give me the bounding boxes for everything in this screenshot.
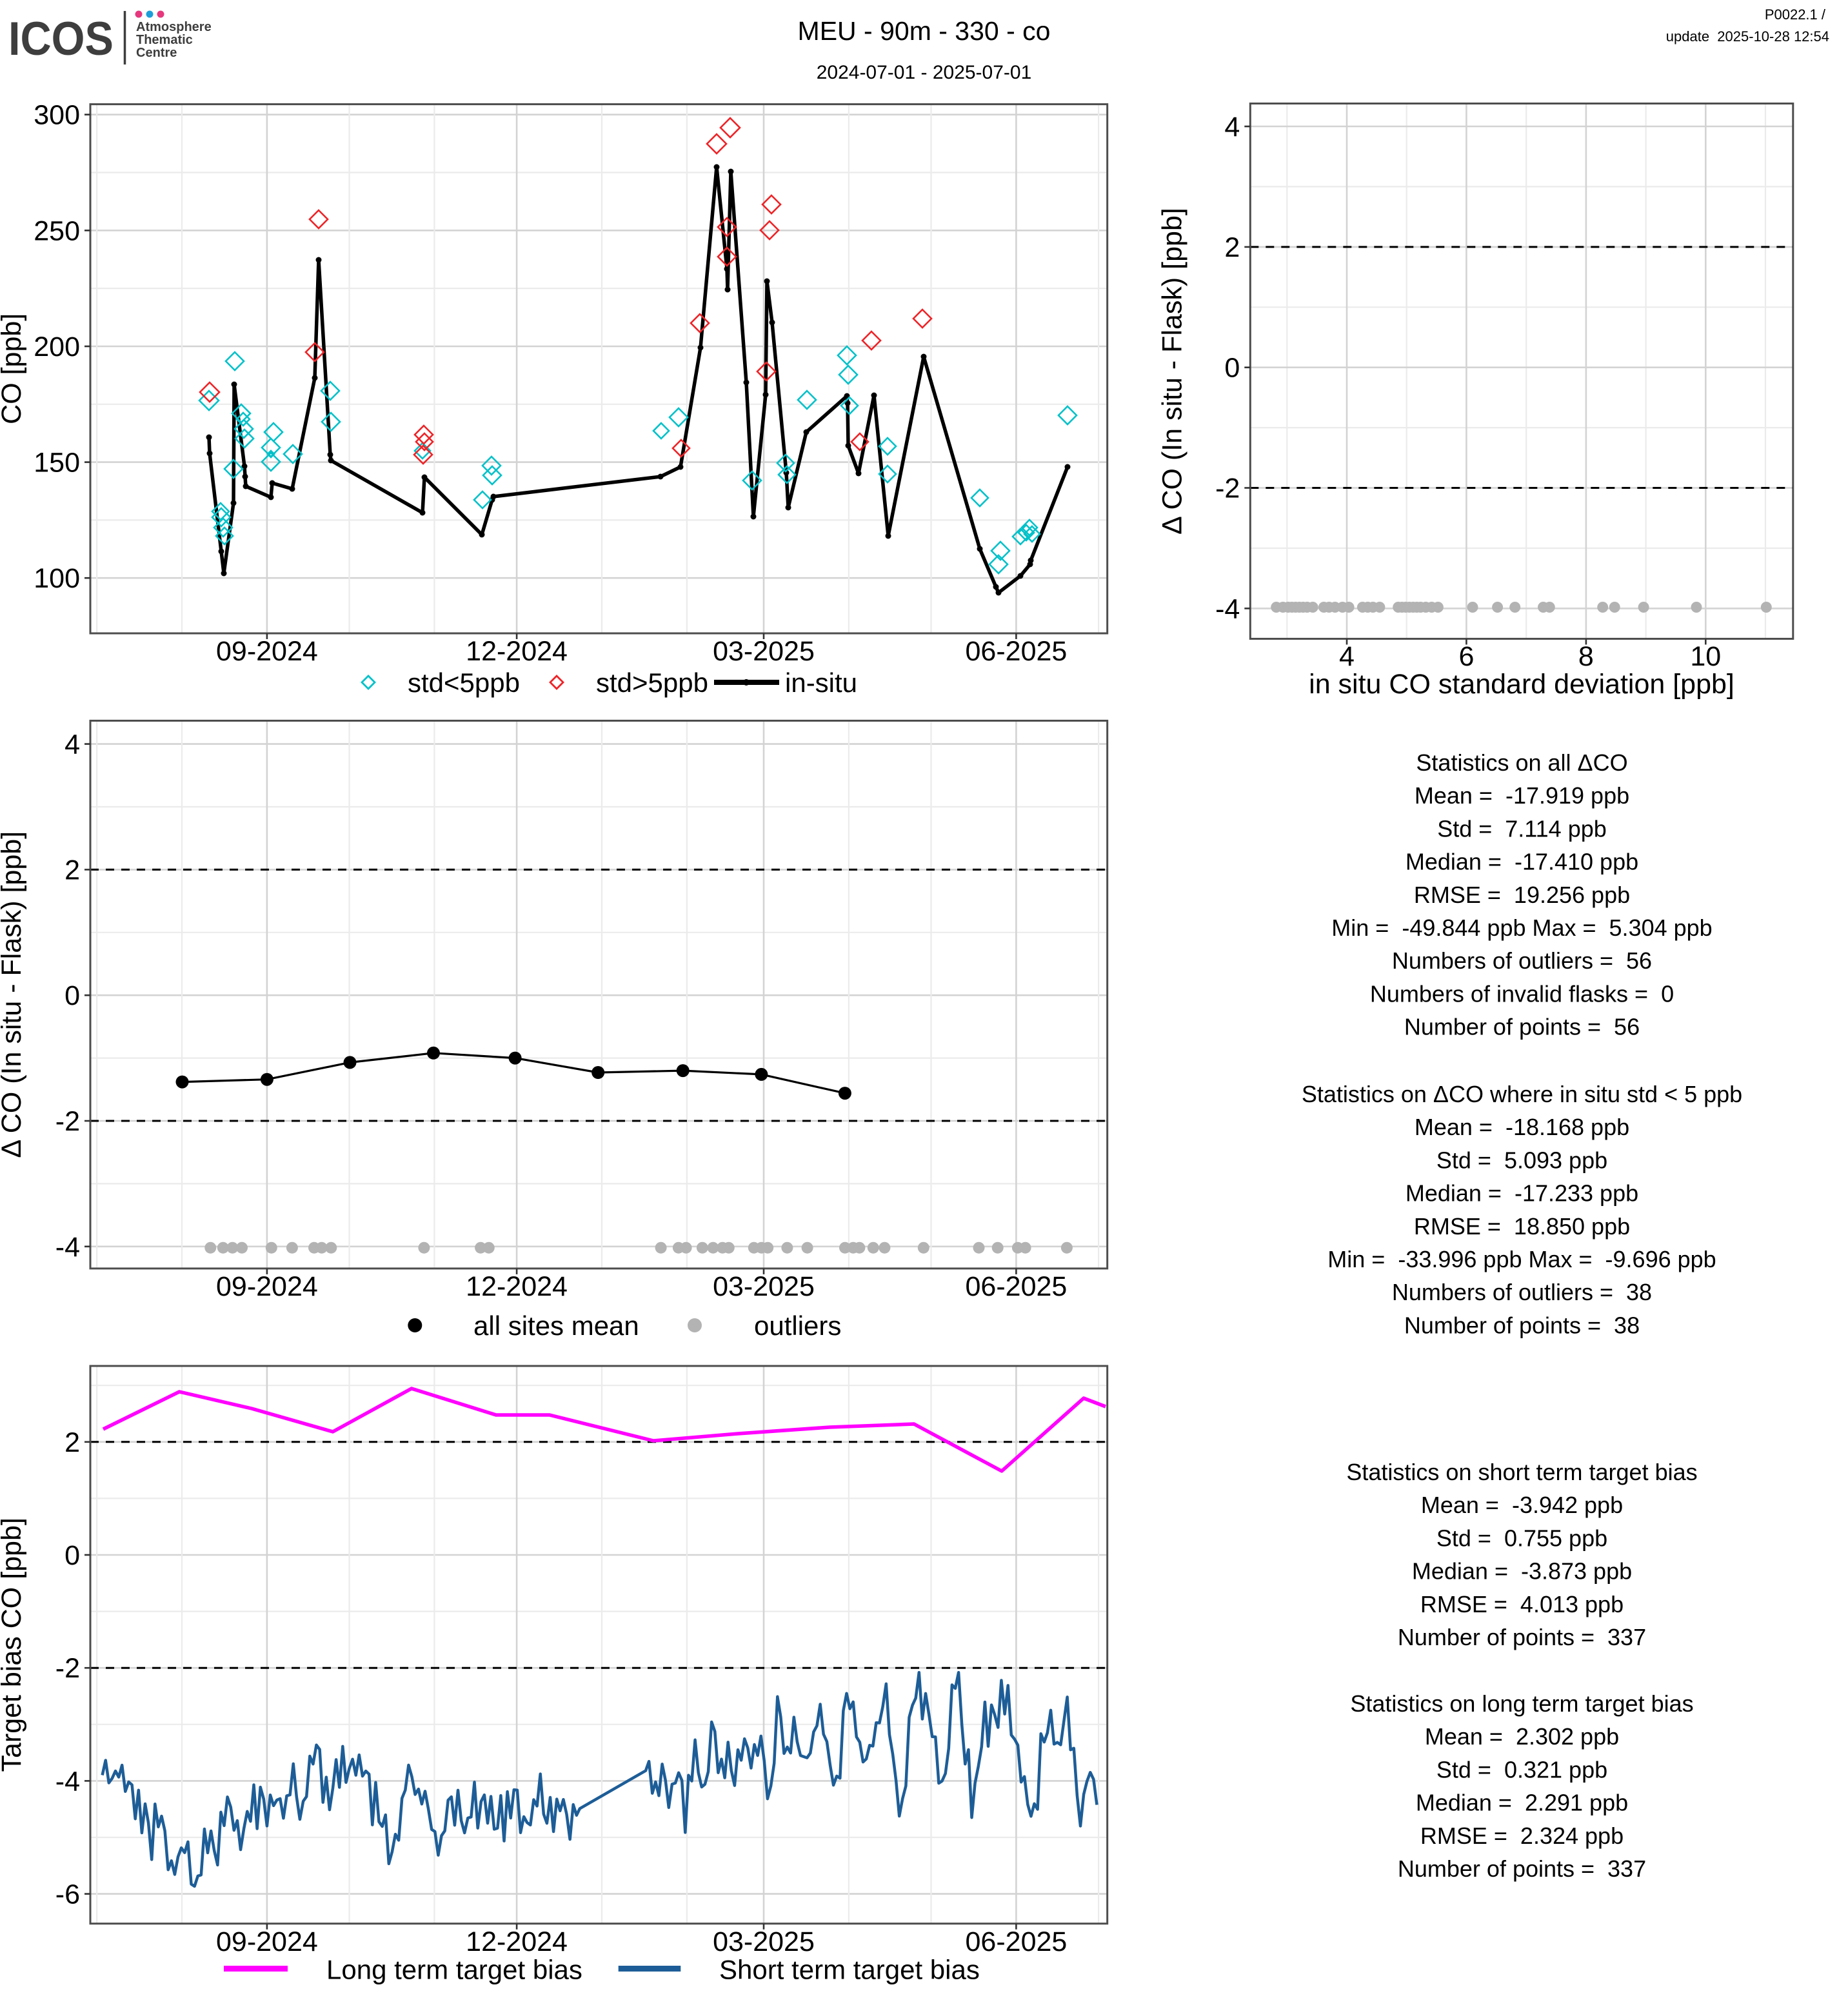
svg-text:200: 200	[34, 331, 80, 362]
svg-text:RMSE = 19.256 ppb: RMSE = 19.256 ppb	[1414, 882, 1630, 908]
svg-text:std>5ppb: std>5ppb	[596, 667, 708, 698]
svg-text:Δ CO (In situ - Flask) [ppb]: Δ CO (In situ - Flask) [ppb]	[0, 831, 27, 1158]
svg-text:Std = 0.321 ppb: Std = 0.321 ppb	[1436, 1756, 1607, 1783]
svg-text:Centre: Centre	[136, 46, 177, 60]
svg-text:RMSE = 4.013 ppb: RMSE = 4.013 ppb	[1420, 1591, 1624, 1617]
svg-text:CO [ppb]: CO [ppb]	[0, 313, 27, 424]
svg-text:-6: -6	[55, 1879, 80, 1910]
svg-text:09-2024: 09-2024	[216, 636, 318, 667]
svg-text:03-2025: 03-2025	[713, 636, 815, 667]
svg-text:in situ CO standard deviation: in situ CO standard deviation [ppb]	[1309, 669, 1734, 700]
svg-text:P0022.1 /: P0022.1 /	[1765, 6, 1826, 23]
svg-text:MEU - 90m - 330 - co: MEU - 90m - 330 - co	[798, 16, 1051, 46]
svg-text:-4: -4	[1215, 593, 1240, 624]
svg-text:outliers: outliers	[754, 1310, 841, 1341]
svg-text:2024-07-01 - 2025-07-01: 2024-07-01 - 2025-07-01	[817, 62, 1032, 83]
svg-text:4: 4	[1339, 641, 1355, 672]
svg-text:06-2025: 06-2025	[966, 1926, 1068, 1957]
svg-text:Mean = -17.919 ppb: Mean = -17.919 ppb	[1415, 782, 1629, 809]
svg-text:Number of points = 38: Number of points = 38	[1404, 1312, 1640, 1338]
svg-text:03-2025: 03-2025	[713, 1926, 815, 1957]
svg-text:Median = -3.873 ppb: Median = -3.873 ppb	[1412, 1558, 1632, 1585]
svg-text:Number of points = 337: Number of points = 337	[1398, 1855, 1646, 1882]
svg-text:Mean = 2.302 ppb: Mean = 2.302 ppb	[1425, 1723, 1619, 1750]
svg-text:ICOS: ICOS	[8, 13, 114, 65]
svg-text:0: 0	[1224, 353, 1240, 384]
svg-text:100: 100	[34, 563, 80, 594]
svg-text:06-2025: 06-2025	[966, 1271, 1068, 1302]
svg-text:Long term target bias: Long term target bias	[326, 1955, 582, 1985]
svg-text:Median = -17.410 ppb: Median = -17.410 ppb	[1406, 849, 1638, 875]
svg-text:Short term target bias: Short term target bias	[719, 1955, 980, 1985]
svg-text:Numbers of outliers = 56: Numbers of outliers = 56	[1392, 947, 1652, 974]
svg-text:-2: -2	[55, 1653, 80, 1684]
svg-text:2: 2	[1224, 232, 1240, 263]
svg-text:Std = 5.093 ppb: Std = 5.093 ppb	[1436, 1147, 1607, 1173]
svg-text:0: 0	[65, 1540, 80, 1571]
svg-text:Min = -49.844 ppb Max = 5.30: Min = -49.844 ppb Max = 5.304 ppb	[1331, 915, 1712, 941]
svg-text:RMSE = 18.850 ppb: RMSE = 18.850 ppb	[1414, 1213, 1630, 1240]
svg-text:Target bias CO [ppb]: Target bias CO [ppb]	[0, 1518, 27, 1772]
svg-text:Atmosphere: Atmosphere	[136, 20, 212, 34]
svg-text:Std = 0.755 ppb: Std = 0.755 ppb	[1436, 1525, 1607, 1551]
svg-text:Min = -33.996 ppb Max = -9.6: Min = -33.996 ppb Max = -9.696 ppb	[1327, 1246, 1716, 1272]
svg-text:Δ CO (In situ - Flask) [ppb]: Δ CO (In situ - Flask) [ppb]	[1157, 208, 1188, 535]
svg-text:Statistics on long term target: Statistics on long term target bias	[1350, 1690, 1693, 1717]
svg-text:12-2024: 12-2024	[466, 1271, 568, 1302]
svg-text:Mean = -18.168 ppb: Mean = -18.168 ppb	[1415, 1114, 1629, 1140]
svg-text:Thematic: Thematic	[136, 33, 193, 47]
svg-text:Std = 7.114 ppb: Std = 7.114 ppb	[1437, 815, 1607, 842]
svg-text:06-2025: 06-2025	[966, 636, 1068, 667]
svg-text:-4: -4	[55, 1232, 80, 1263]
svg-text:-2: -2	[1215, 473, 1240, 504]
svg-text:Number of points = 56: Number of points = 56	[1404, 1014, 1640, 1040]
svg-text:12-2024: 12-2024	[466, 1926, 568, 1957]
svg-text:4: 4	[1224, 112, 1240, 143]
svg-text:Numbers of outliers = 38: Numbers of outliers = 38	[1392, 1279, 1652, 1305]
svg-text:8: 8	[1578, 641, 1594, 672]
svg-text:Numbers of invalid flasks = 0: Numbers of invalid flasks = 0	[1370, 980, 1674, 1007]
svg-text:2: 2	[65, 1427, 80, 1458]
svg-text:Number of points = 337: Number of points = 337	[1398, 1624, 1646, 1650]
svg-text:Statistics on all ΔCO: Statistics on all ΔCO	[1416, 749, 1627, 776]
svg-text:Mean = -3.942 ppb: Mean = -3.942 ppb	[1421, 1492, 1623, 1518]
svg-text:2: 2	[65, 855, 80, 885]
svg-text:Statistics on short term targe: Statistics on short term target bias	[1346, 1459, 1697, 1485]
svg-text:150: 150	[34, 448, 80, 479]
svg-text:09-2024: 09-2024	[216, 1271, 318, 1302]
svg-text:-4: -4	[55, 1766, 80, 1797]
svg-text:-2: -2	[55, 1106, 80, 1137]
svg-text:in-situ: in-situ	[785, 667, 857, 698]
svg-text:all sites mean: all sites mean	[473, 1310, 639, 1341]
svg-text:250: 250	[34, 215, 80, 246]
svg-text:update 2025-10-28 12:54: update 2025-10-28 12:54	[1666, 28, 1829, 44]
svg-text:12-2024: 12-2024	[466, 636, 568, 667]
svg-text:300: 300	[34, 100, 80, 131]
svg-text:4: 4	[65, 729, 80, 760]
svg-text:6: 6	[1458, 641, 1474, 672]
svg-text:std<5ppb: std<5ppb	[408, 667, 520, 698]
svg-text:Median = 2.291 ppb: Median = 2.291 ppb	[1416, 1790, 1628, 1816]
svg-text:Statistics on ΔCO where in sit: Statistics on ΔCO where in situ std < 5 …	[1302, 1081, 1742, 1107]
svg-text:0: 0	[65, 980, 80, 1011]
svg-text:03-2025: 03-2025	[713, 1271, 815, 1302]
svg-text:10: 10	[1690, 641, 1721, 672]
svg-text:RMSE = 2.324 ppb: RMSE = 2.324 ppb	[1420, 1823, 1624, 1849]
svg-text:09-2024: 09-2024	[216, 1926, 318, 1957]
svg-text:Median = -17.233 ppb: Median = -17.233 ppb	[1406, 1180, 1638, 1207]
